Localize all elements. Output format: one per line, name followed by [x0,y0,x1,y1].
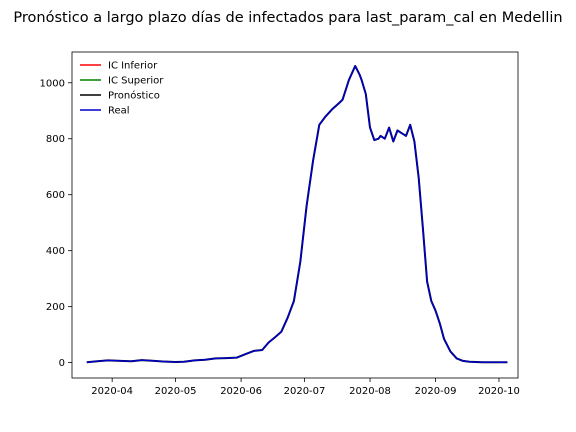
legend-label-ic-inferior: IC Inferior [108,61,158,72]
chart-title: Pronóstico a largo plazo días de infecta… [13,10,562,26]
y-axis: 0 200 400 600 800 1000 [40,78,72,369]
series-line-real [86,65,508,364]
y-tick-label: 1000 [40,78,65,89]
legend-label-pronostico: Pronóstico [108,90,160,102]
y-tick-label: 0 [59,358,65,369]
series-lines [86,65,508,364]
legend: IC Inferior IC Superior Pronóstico Real [80,61,164,117]
x-tick-label: 2020-09 [415,386,457,397]
y-tick-label: 200 [46,302,65,313]
y-tick-label: 400 [46,246,65,257]
legend-label-real: Real [108,106,130,117]
x-tick-label: 2020-10 [478,386,520,397]
x-axis: 2020-04 2020-05 2020-06 2020-07 2020-08 2020-… [91,378,520,397]
x-tick-label: 2020-04 [91,386,133,397]
plot-area [71,51,519,379]
y-tick-label: 600 [46,190,65,201]
x-tick-label: 2020-08 [349,386,391,397]
x-tick-label: 2020-05 [155,386,197,397]
x-tick-label: 2020-06 [220,386,262,397]
y-tick-label: 800 [46,134,65,145]
x-tick-label: 2020-07 [284,386,326,397]
legend-label-ic-superior: IC Superior [108,76,164,87]
